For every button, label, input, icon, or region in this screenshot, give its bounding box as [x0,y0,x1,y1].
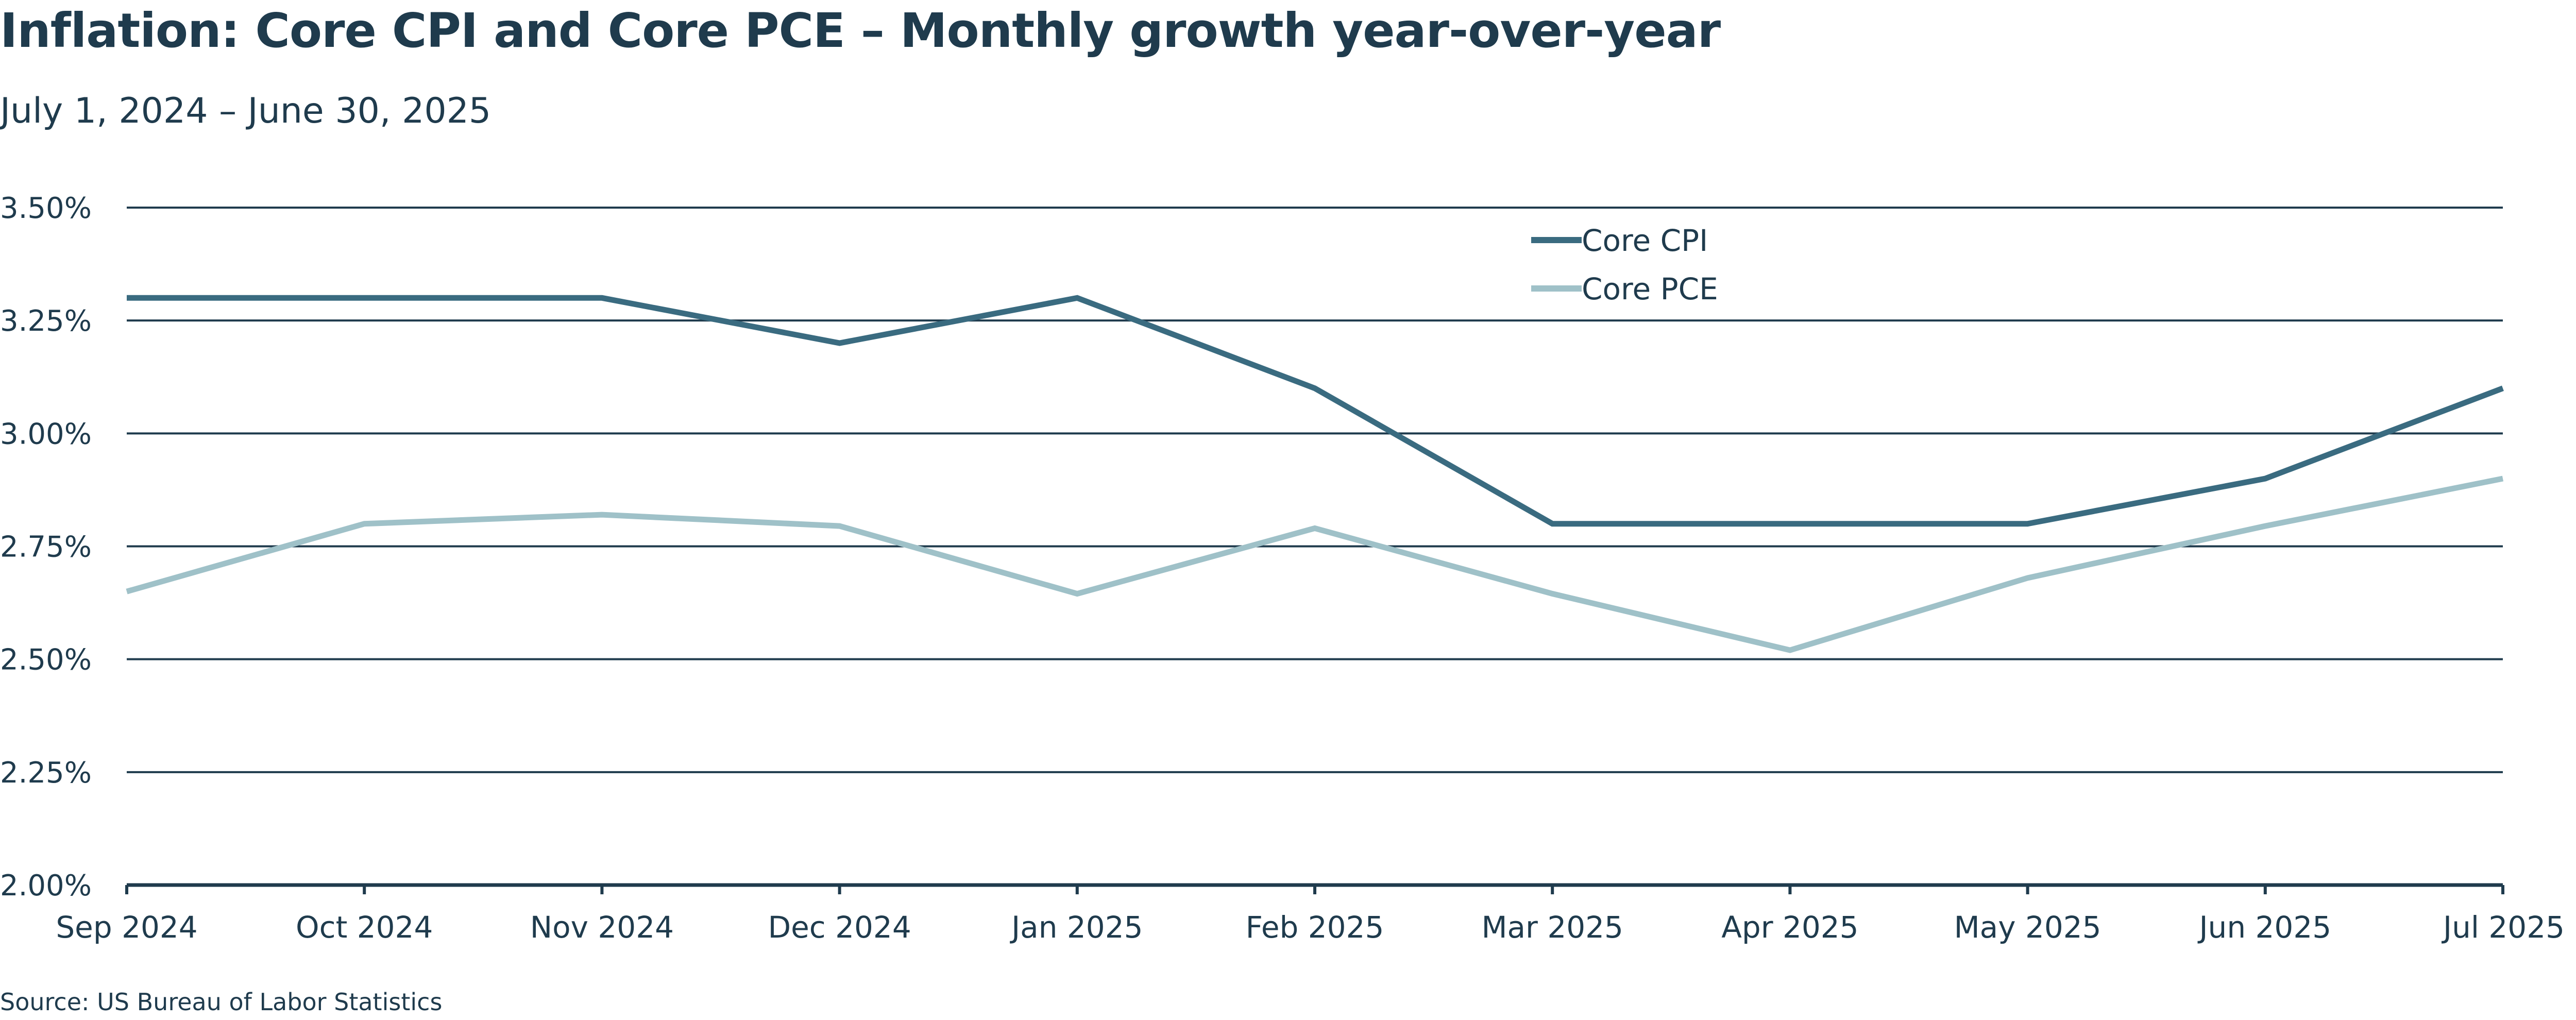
gridlines [127,207,2503,887]
x-tick-label: Feb 2025 [1246,910,1384,945]
series-line-core-cpi [127,295,2504,527]
legend: Core CPI Core PCE [1531,223,1718,307]
series-lines [126,295,2504,653]
x-tick-label: Jun 2025 [2197,910,2331,945]
y-tick-label: 3.00% [0,417,92,451]
legend-label: Core CPI [1582,223,1708,258]
y-tick-label: 2.50% [0,643,92,677]
y-tick-label: 3.25% [0,304,92,338]
y-tick-label: 2.25% [0,756,92,790]
x-tick-label: Dec 2024 [768,910,911,945]
x-tick-label: Sep 2024 [56,910,197,945]
x-tick-label: Mar 2025 [1481,910,1623,945]
chart-subtitle: July 1, 2024 – June 30, 2025 [0,91,492,131]
x-tick-label: Apr 2025 [1721,910,1858,945]
y-tick-label: 3.50% [0,192,92,225]
axes: 2.00% 2.25% 2.50% 2.75% 3.00% 3.25% 3.50% Sep 2… [0,192,2565,945]
chart-title: Inflation: Core CPI and Core PCE – Month… [0,3,1721,58]
y-tick-label: 2.75% [0,531,92,564]
x-tick-label: Nov 2024 [530,910,674,945]
y-tick-label: 2.00% [0,869,92,903]
x-tick-label: Jul 2025 [2442,910,2565,945]
x-tick-label: May 2025 [1954,910,2102,945]
legend-label: Core PCE [1582,271,1718,307]
x-tick-label: Oct 2024 [296,910,433,945]
x-tick-label: Jan 2025 [1010,910,1143,945]
source-note: Source: US Bureau of Labor Statistics [0,988,443,1016]
series-line-core-pce [126,475,2504,653]
